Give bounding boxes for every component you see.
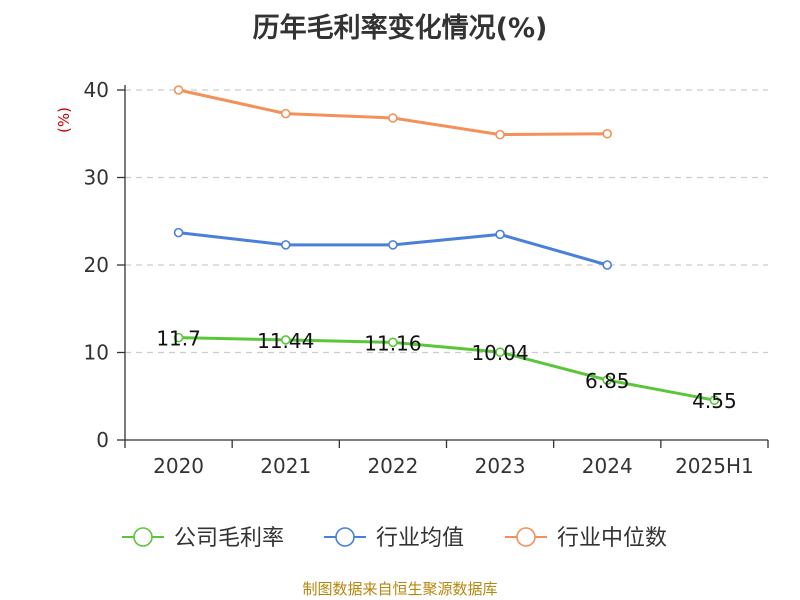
- data-point: [602, 260, 613, 270]
- legend-marker-icon: [335, 527, 355, 547]
- data-point: [602, 128, 613, 139]
- y-tick-label: 20: [84, 253, 109, 277]
- series-line: [178, 336, 715, 402]
- data-point: [280, 240, 291, 250]
- data-point: [173, 332, 184, 343]
- legend-item: 行业中位数: [505, 526, 667, 551]
- data-label: 11.16: [364, 331, 421, 355]
- legend-marker-icon: [133, 527, 153, 547]
- data-point: [602, 375, 613, 385]
- x-tick-label: 2025H1: [675, 454, 754, 478]
- y-tick-label: 10: [84, 341, 109, 365]
- x-tick-label: 2023: [475, 454, 526, 478]
- data-label: 11.44: [257, 329, 314, 353]
- x-tick-label: 2024: [582, 454, 633, 478]
- data-label: 10.04: [471, 341, 528, 365]
- legend-label: 行业中位数: [557, 526, 667, 551]
- legend-item: 公司毛利率: [122, 526, 284, 551]
- data-point: [280, 335, 291, 345]
- data-point: [388, 337, 398, 348]
- legend-label: 公司毛利率: [174, 526, 284, 551]
- data-point: [495, 347, 505, 357]
- y-tick-label: 30: [84, 166, 109, 190]
- data-label: 4.55: [692, 389, 737, 413]
- data-point: [173, 227, 184, 238]
- source-note: 制图数据来自恒生聚源数据库: [302, 580, 498, 598]
- data-point: [709, 395, 720, 405]
- data-point: [280, 108, 291, 119]
- data-point: [388, 113, 398, 123]
- data-point: [495, 129, 505, 140]
- x-tick-label: 2022: [367, 454, 418, 478]
- data-point: [495, 229, 505, 240]
- x-tick-label: 2021: [260, 454, 311, 478]
- data-label: 11.7: [156, 327, 201, 351]
- series-line: [178, 88, 608, 137]
- x-tick-label: 2020: [153, 454, 204, 478]
- legend-label: 行业均值: [376, 526, 464, 551]
- data-point: [388, 240, 398, 250]
- data-point: [173, 85, 184, 95]
- legend-item: 行业均值: [324, 526, 464, 551]
- data-label: 6.85: [585, 369, 630, 393]
- chart-title: 历年毛利率变化情况(%): [252, 13, 548, 44]
- legend-marker-icon: [516, 527, 536, 547]
- y-tick-label: 40: [84, 78, 109, 102]
- y-tick-label: 0: [96, 428, 109, 452]
